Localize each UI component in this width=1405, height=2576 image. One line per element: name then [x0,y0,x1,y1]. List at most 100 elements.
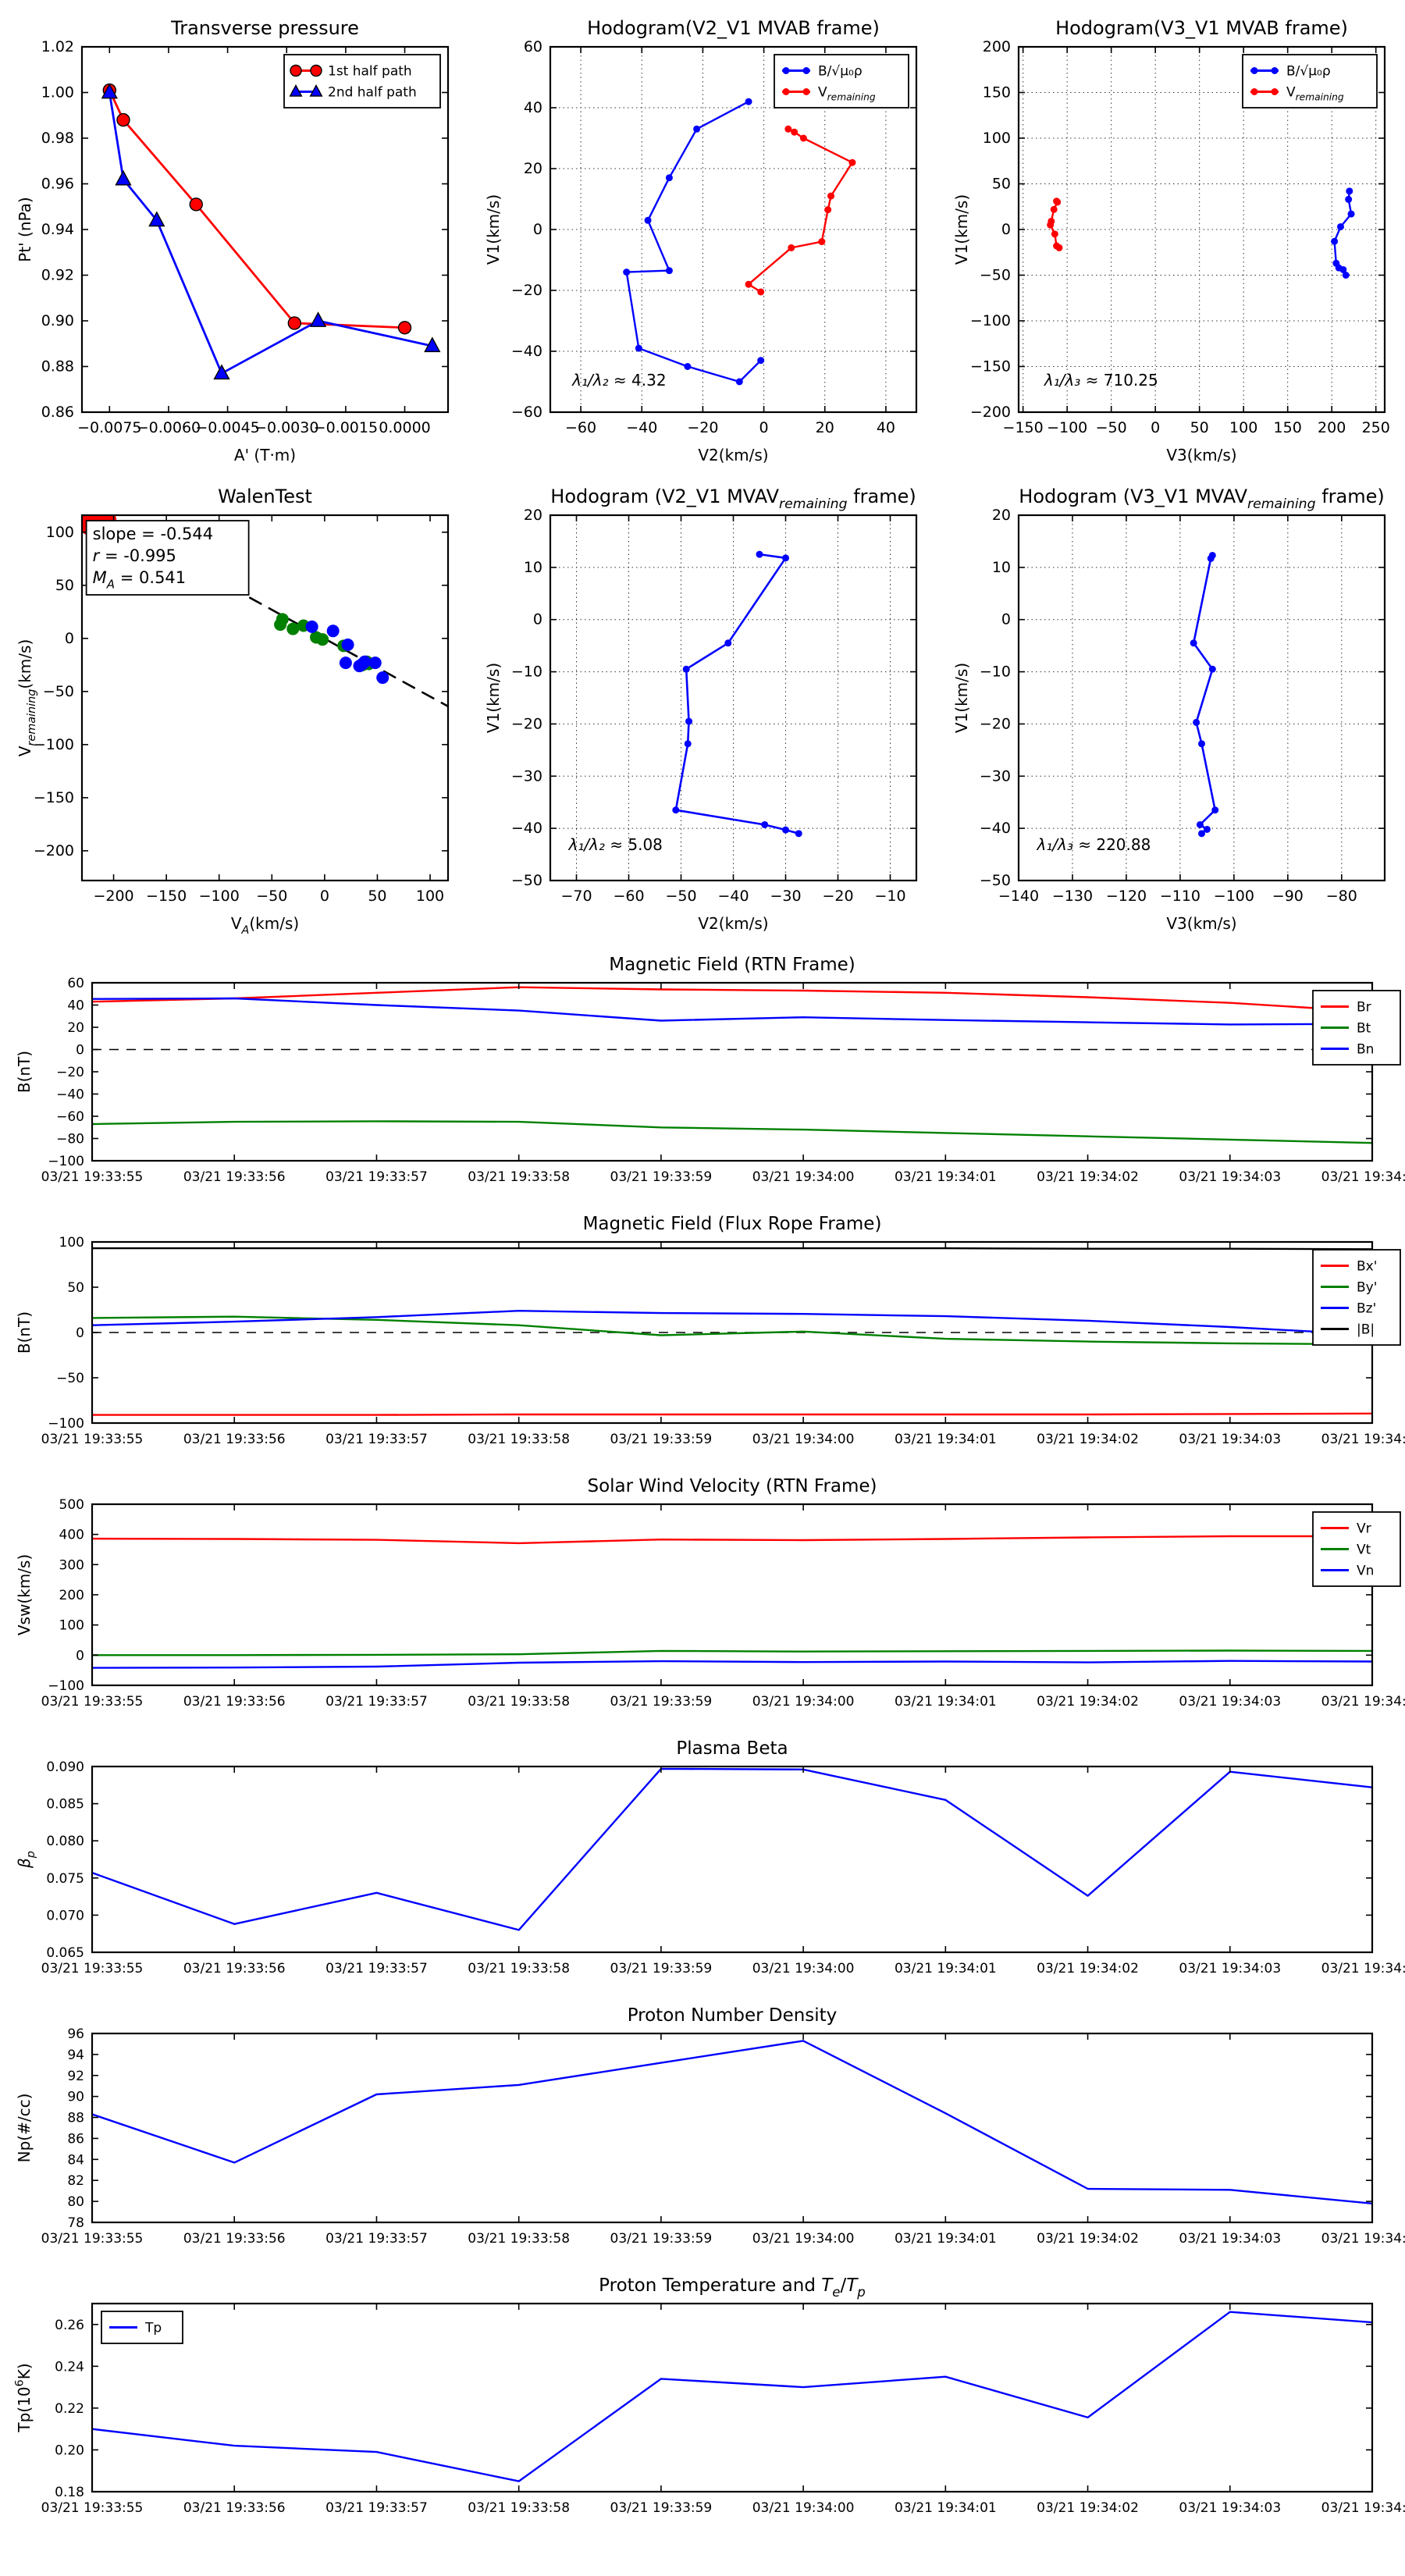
svg-text:−50: −50 [665,888,696,905]
svg-text:0.90: 0.90 [41,312,74,329]
svg-text:03/21 19:33:58: 03/21 19:33:58 [468,2231,570,2247]
svg-text:03/21 19:33:58: 03/21 19:33:58 [468,1169,570,1185]
svg-text:03/21 19:34:02: 03/21 19:34:02 [1037,2231,1139,2247]
svg-text:−0.0075: −0.0075 [77,419,141,436]
svg-text:−140: −140 [998,888,1039,905]
svg-text:Tp(106K): Tp(106K) [14,2363,34,2432]
svg-text:03/21 19:34:03: 03/21 19:34:03 [1179,1169,1281,1185]
svg-text:−100: −100 [34,736,74,753]
svg-text:03/21 19:33:55: 03/21 19:33:55 [41,2231,144,2247]
subplot-row-2: −200 −150 −100 −50 0 50 100 −200 −150 −100 −50 0 50 1… [0,475,1405,947]
svg-text:03/21 19:34:02: 03/21 19:34:02 [1037,2500,1139,2516]
svg-text:20: 20 [992,507,1011,524]
svg-text:03/21 19:33:58: 03/21 19:33:58 [468,1961,570,1976]
svg-text:100: 100 [1229,419,1257,436]
svg-text:Hodogram(V3_V1 MVAB frame): Hodogram(V3_V1 MVAB frame) [1055,17,1348,39]
svg-text:03/21 19:34:01: 03/21 19:34:01 [895,1169,997,1185]
svg-text:−150: −150 [1003,419,1044,436]
svg-text:0: 0 [76,1043,84,1059]
svg-text:−20: −20 [511,282,542,299]
svg-text:03/21 19:33:55: 03/21 19:33:55 [41,1694,144,1710]
svg-text:03/21 19:34:00: 03/21 19:34:00 [752,2231,855,2247]
svg-text:−50: −50 [1096,419,1127,436]
svg-text:03/21 19:34:00: 03/21 19:34:00 [752,1169,855,1185]
svg-text:−40: −40 [626,419,657,436]
svg-text:Hodogram (V3_V1 MVAVremaining: Hodogram (V3_V1 MVAVremaining frame) [1019,486,1384,512]
svg-text:0.075: 0.075 [46,1871,84,1887]
svg-text:−40: −40 [980,820,1011,837]
svg-text:Vremaining: Vremaining [818,85,876,103]
svg-text:03/21 19:34:00: 03/21 19:34:00 [752,1432,855,1447]
svg-text:WalenTest: WalenTest [218,486,312,507]
svg-text:VA(km/s): VA(km/s) [231,914,299,937]
svg-text:50: 50 [368,888,386,905]
svg-text:Vremaining: Vremaining [1286,85,1344,103]
svg-text:slope = -0.544: slope = -0.544 [93,525,214,543]
svg-text:1.02: 1.02 [41,38,74,55]
svg-text:90: 90 [67,2090,84,2105]
svg-text:500: 500 [59,1497,84,1513]
svg-text:03/21 19:34:03: 03/21 19:34:03 [1179,2500,1281,2516]
svg-text:03/21 19:34:01: 03/21 19:34:01 [895,1961,997,1976]
svg-text:−40: −40 [511,343,542,360]
svg-text:Magnetic Field (RTN Frame): Magnetic Field (RTN Frame) [609,955,855,975]
svg-text:Vremaining(km/s): Vremaining(km/s) [16,639,38,757]
svg-text:0: 0 [76,1325,84,1341]
hodogram-v3v1-mvav-chart: −140 −130 −120 −110 −100 −90 −80 −50 −40 −30 −20 −1… [937,475,1405,947]
svg-text:B/√μ₀ρ: B/√μ₀ρ [1286,64,1331,80]
svg-text:−100: −100 [970,312,1011,329]
svg-text:−110: −110 [1160,888,1200,905]
svg-text:Hodogram (V2_V1 MVAVremaining: Hodogram (V2_V1 MVAVremaining frame) [550,486,916,512]
svg-text:−10: −10 [980,664,1011,681]
svg-text:B(nT): B(nT) [15,1311,34,1354]
svg-text:βp: βp [15,1851,37,1869]
svg-text:20: 20 [524,160,542,177]
svg-text:−100: −100 [48,1416,84,1432]
svg-text:0.94: 0.94 [41,221,74,238]
svg-text:−60: −60 [565,419,596,436]
svg-text:−60: −60 [56,1109,84,1125]
svg-text:03/21 19:34:04: 03/21 19:34:04 [1321,2231,1405,2247]
proton-temperature-panel: 03/21 19:33:55 03/21 19:33:56 03/21 19:33:… [0,2268,1405,2566]
svg-text:−100: −100 [48,1678,84,1694]
proton-number-density-panel: 03/21 19:33:55 03/21 19:33:56 03/21 19:33:… [0,1998,1405,2268]
svg-text:−100: −100 [48,1154,84,1169]
svg-text:Solar Wind Velocity (RTN Frame: Solar Wind Velocity (RTN Frame) [587,1476,877,1496]
hodogram-v2v1-mvab-chart: −60 −40 −20 0 20 40 −60 −40 −20 0 20 40 60 Hodogram(V… [468,6,937,475]
svg-text:By': By' [1357,1280,1377,1296]
svg-text:03/21 19:34:02: 03/21 19:34:02 [1037,1961,1139,1976]
svg-text:1.00: 1.00 [41,84,74,101]
svg-text:03/21 19:34:04: 03/21 19:34:04 [1321,1694,1405,1710]
svg-text:03/21 19:34:00: 03/21 19:34:00 [752,1694,855,1710]
svg-text:0.070: 0.070 [46,1908,84,1923]
svg-text:Br: Br [1357,1000,1371,1016]
svg-text:−0.0015: −0.0015 [314,419,378,436]
svg-text:150: 150 [1274,419,1302,436]
svg-text:−100: −100 [1047,419,1087,436]
svg-text:03/21 19:33:56: 03/21 19:33:56 [183,2231,286,2247]
svg-text:100: 100 [59,1618,84,1634]
svg-text:03/21 19:34:04: 03/21 19:34:04 [1321,2500,1405,2516]
svg-text:03/21 19:33:56: 03/21 19:33:56 [183,1961,286,1976]
svg-text:82: 82 [67,2173,84,2189]
svg-text:100: 100 [59,1235,84,1251]
svg-text:Bz': Bz' [1357,1301,1376,1317]
magnetic-field-rtn-panel: 03/21 19:33:55 03/21 19:33:56 03/21 19:33:… [0,947,1405,1206]
svg-text:−70: −70 [560,888,592,905]
svg-text:50: 50 [992,176,1011,193]
svg-text:03/21 19:34:00: 03/21 19:34:00 [752,2500,855,2516]
svg-text:−0.0060: −0.0060 [137,419,201,436]
svg-text:03/21 19:34:02: 03/21 19:34:02 [1037,1169,1139,1185]
svg-text:Proton Temperature and Te/Tp: Proton Temperature and Te/Tp [599,2275,866,2300]
svg-text:0: 0 [1151,419,1160,436]
svg-text:λ₁/λ₂ ≈ 5.08: λ₁/λ₂ ≈ 5.08 [567,835,662,854]
svg-text:V2(km/s): V2(km/s) [698,914,768,933]
svg-text:−200: −200 [93,888,133,905]
svg-text:03/21 19:33:56: 03/21 19:33:56 [183,1432,286,1447]
svg-text:−200: −200 [34,842,74,859]
svg-text:10: 10 [524,559,542,576]
hodogram-v2v1-mvav-chart: −70 −60 −50 −40 −30 −20 −10 −50 −40 −30 −20 −10 0 10 2… [468,475,937,947]
svg-text:10: 10 [992,559,1011,576]
svg-text:03/21 19:33:59: 03/21 19:33:59 [610,1694,713,1710]
svg-text:−50: −50 [980,267,1011,284]
